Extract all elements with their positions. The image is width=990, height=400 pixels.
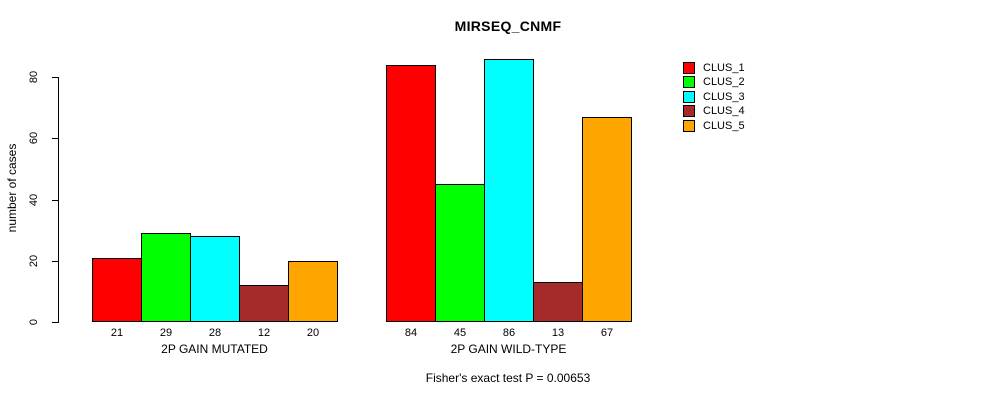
bar-value-label: 67 — [600, 327, 614, 339]
legend-swatch-icon — [683, 76, 695, 88]
bar-CLUS_3 — [190, 236, 240, 322]
y-axis-title: number of cases — [5, 143, 19, 233]
bar-CLUS_4 — [533, 282, 583, 322]
bar-value-label: 84 — [404, 327, 418, 339]
legend-item-CLUS_5: CLUS_5 — [683, 120, 793, 133]
legend-swatch-icon — [683, 105, 695, 117]
bar-value-label: 86 — [502, 327, 516, 339]
legend-label: CLUS_4 — [703, 105, 745, 117]
y-axis-tick — [52, 322, 58, 323]
legend-swatch-icon — [683, 62, 695, 74]
y-axis-line — [58, 77, 59, 323]
footnote: Fisher's exact test P = 0.00653 — [425, 371, 591, 385]
bar-value-label: 45 — [453, 327, 467, 339]
y-axis-tick — [52, 138, 58, 139]
chart-title: MIRSEQ_CNMF — [454, 18, 562, 34]
legend-item-CLUS_4: CLUS_4 — [683, 105, 793, 118]
bar-value-label: 12 — [257, 327, 271, 339]
legend-label: CLUS_1 — [703, 62, 745, 74]
legend-swatch-icon — [683, 120, 695, 132]
bar-CLUS_2 — [435, 184, 485, 322]
y-axis-tick-label: 60 — [28, 131, 40, 145]
bar-value-label: 21 — [110, 327, 124, 339]
bar-CLUS_1 — [92, 258, 142, 322]
legend-label: CLUS_2 — [703, 76, 745, 88]
y-axis-tick-label: 40 — [28, 193, 40, 207]
bar-value-label: 13 — [551, 327, 565, 339]
y-axis-tick — [52, 200, 58, 201]
legend-swatch-icon — [683, 91, 695, 103]
category-label: 2P GAIN MUTATED — [161, 342, 268, 356]
bar-CLUS_2 — [141, 233, 191, 322]
y-axis-tick — [52, 261, 58, 262]
legend-item-CLUS_3: CLUS_3 — [683, 91, 793, 104]
bar-CLUS_5 — [288, 261, 338, 322]
legend-item-CLUS_1: CLUS_1 — [683, 62, 793, 75]
legend-item-CLUS_2: CLUS_2 — [683, 76, 793, 89]
y-axis-tick — [52, 77, 58, 78]
legend-label: CLUS_5 — [703, 120, 745, 132]
category-label: 2P GAIN WILD-TYPE — [450, 342, 567, 356]
legend-label: CLUS_3 — [703, 91, 745, 103]
y-axis-tick-label: 0 — [28, 318, 40, 326]
bar-CLUS_1 — [386, 65, 436, 322]
y-axis-tick-label: 20 — [28, 254, 40, 268]
legend: CLUS_1 CLUS_2 CLUS_3 CLUS_4 CLUS_5 — [683, 62, 793, 142]
bar-value-label: 20 — [306, 327, 320, 339]
bar-CLUS_3 — [484, 59, 534, 322]
bar-CLUS_5 — [582, 117, 632, 322]
bar-CLUS_4 — [239, 285, 289, 322]
y-axis-tick-label: 80 — [28, 70, 40, 84]
bar-value-label: 29 — [159, 327, 173, 339]
bar-value-label: 28 — [208, 327, 222, 339]
